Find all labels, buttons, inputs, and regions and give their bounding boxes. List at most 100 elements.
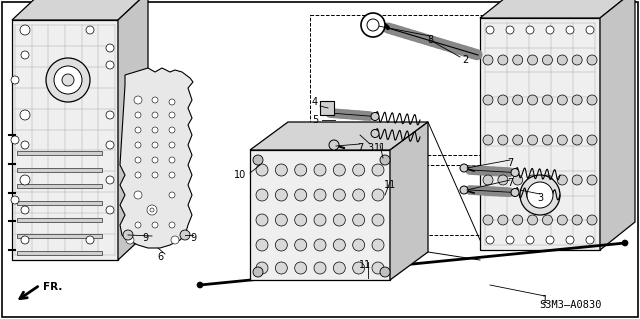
Text: 5: 5 [312,115,318,125]
Circle shape [527,95,538,105]
Text: 9: 9 [190,233,196,243]
Polygon shape [390,122,428,280]
Circle shape [371,113,379,121]
Circle shape [134,191,142,199]
Circle shape [333,164,346,176]
Circle shape [586,236,594,244]
Circle shape [483,215,493,225]
Circle shape [275,262,287,274]
Circle shape [353,239,365,251]
Circle shape [106,206,114,214]
Text: 3: 3 [367,143,373,153]
Circle shape [256,214,268,226]
Circle shape [566,26,574,34]
Circle shape [526,26,534,34]
Circle shape [333,262,346,274]
Circle shape [86,26,94,34]
Circle shape [11,76,19,84]
Circle shape [169,112,175,118]
Circle shape [353,262,365,274]
Circle shape [557,175,567,185]
Circle shape [21,206,29,214]
Circle shape [135,222,141,228]
Circle shape [353,164,365,176]
Polygon shape [118,0,148,260]
Bar [17,151,102,155]
Bar [17,234,102,238]
Circle shape [152,172,158,178]
Circle shape [20,25,30,35]
Circle shape [486,26,494,34]
Circle shape [21,236,29,244]
Circle shape [152,112,158,118]
Circle shape [361,13,385,37]
Circle shape [314,214,326,226]
Circle shape [572,95,582,105]
Bar [17,184,102,188]
Circle shape [460,164,468,172]
Circle shape [498,55,508,65]
Bar [17,201,102,205]
Circle shape [169,127,175,133]
Circle shape [557,135,567,145]
Circle shape [527,182,553,208]
Circle shape [11,136,19,144]
Circle shape [372,164,384,176]
Circle shape [275,214,287,226]
Circle shape [150,208,154,212]
Text: 10: 10 [234,170,246,180]
Circle shape [586,26,594,34]
Circle shape [314,239,326,251]
Circle shape [294,214,307,226]
Polygon shape [600,0,635,250]
Circle shape [526,236,534,244]
Circle shape [152,222,158,228]
Text: 11: 11 [359,260,371,270]
Circle shape [527,135,538,145]
Circle shape [498,135,508,145]
Circle shape [513,95,523,105]
Circle shape [294,164,307,176]
Circle shape [557,215,567,225]
Text: 1: 1 [542,295,548,305]
Circle shape [62,74,74,86]
Polygon shape [250,150,390,280]
Circle shape [333,239,346,251]
Circle shape [513,175,523,185]
Circle shape [372,214,384,226]
Circle shape [546,236,554,244]
Polygon shape [12,0,148,20]
Circle shape [152,97,158,103]
Circle shape [513,135,523,145]
Circle shape [380,267,390,277]
Circle shape [511,189,519,197]
Circle shape [557,55,567,65]
Circle shape [135,142,141,148]
Circle shape [506,26,514,34]
Circle shape [294,239,307,251]
Circle shape [106,141,114,149]
Circle shape [587,175,597,185]
Circle shape [486,236,494,244]
Text: 11: 11 [384,180,396,190]
Text: S3M3–A0830: S3M3–A0830 [539,300,601,310]
Circle shape [253,267,263,277]
Circle shape [557,95,567,105]
Circle shape [135,157,141,163]
Circle shape [498,95,508,105]
Circle shape [294,262,307,274]
Circle shape [622,240,628,246]
Circle shape [169,142,175,148]
Text: 7: 7 [357,143,363,153]
Circle shape [506,236,514,244]
Circle shape [543,175,552,185]
Circle shape [513,55,523,65]
Circle shape [54,66,82,94]
Circle shape [152,157,158,163]
Text: 3: 3 [537,193,543,203]
Circle shape [511,168,519,176]
Circle shape [126,236,134,244]
Circle shape [372,189,384,201]
Circle shape [546,26,554,34]
Circle shape [135,127,141,133]
